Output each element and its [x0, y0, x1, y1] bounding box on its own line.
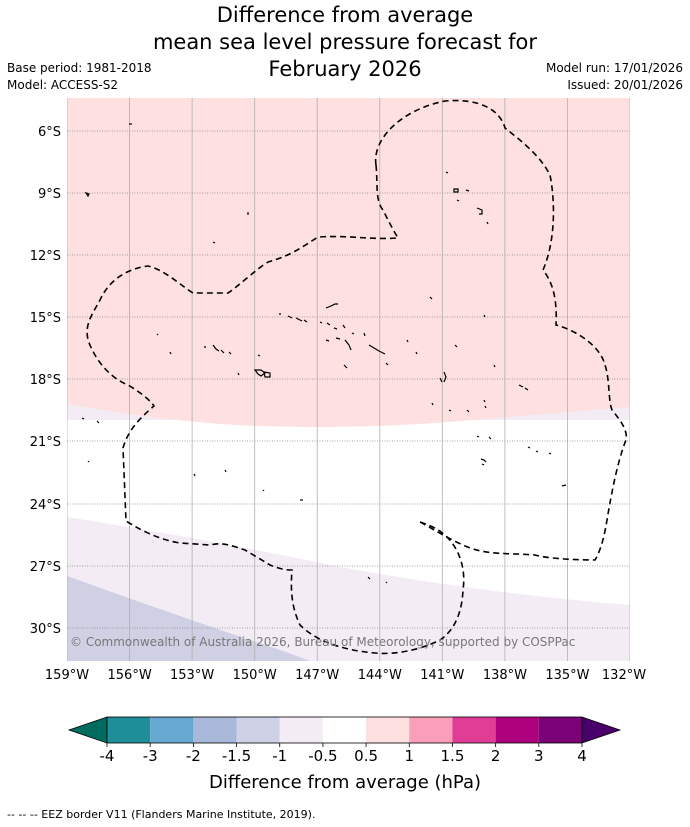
- colorbar-swatch: [452, 717, 496, 743]
- band-minus15-minus1: [67, 576, 310, 661]
- eez-footer-note: -- -- -- EEZ border V11 (Flanders Marine…: [7, 808, 316, 821]
- colorbar-tick-label: -2: [186, 747, 201, 765]
- copyright-notice: © Commonwealth of Australia 2026, Bureau…: [70, 635, 575, 649]
- islands: [81, 123, 567, 584]
- meta-left: Base period: 1981-2018 Model: ACCESS-S2: [7, 60, 152, 94]
- colorbar-swatch: [495, 717, 539, 743]
- colorbar-extend-high: [581, 716, 622, 744]
- colorbar-tick-label: -4: [100, 747, 115, 765]
- model-name: Model: ACCESS-S2: [7, 78, 119, 92]
- eez-borders: [86, 99, 628, 655]
- lon-label: 135°W: [545, 668, 589, 683]
- lat-label: 6°S: [38, 125, 61, 140]
- colorbar-swatch: [279, 717, 323, 743]
- issued-date: Issued: 20/01/2026: [567, 78, 683, 92]
- lon-label: 132°W: [602, 668, 646, 683]
- title-line-3: February 2026: [268, 57, 422, 81]
- model-run: Model run: 17/01/2026: [545, 61, 683, 75]
- longitude-labels: 159°W 156°W 153°W 150°W 147°W 144°W 141°…: [45, 668, 646, 683]
- lon-label: 147°W: [295, 668, 339, 683]
- lon-label: 159°W: [45, 668, 89, 683]
- colorbar-tick-label: 4: [577, 747, 587, 765]
- colorbar-tick-label: 3: [534, 747, 544, 765]
- title-line-1: Difference from average: [216, 3, 474, 27]
- lon-label: 144°W: [358, 668, 402, 683]
- band-05-1: [67, 98, 630, 427]
- meta-right: Model run: 17/01/2026 Issued: 20/01/2026: [546, 60, 683, 94]
- title-line-2: mean sea level pressure forecast for: [152, 30, 538, 54]
- lat-label: 18°S: [30, 373, 61, 388]
- colorbar-tick-label: 1: [404, 747, 414, 765]
- lon-label: 138°W: [483, 668, 527, 683]
- colorbar-swatch: [322, 717, 367, 743]
- colorbar-swatch: [107, 717, 151, 743]
- colorbar-swatch: [366, 717, 410, 743]
- base-period: Base period: 1981-2018: [7, 61, 152, 75]
- colorbar-tick-label: -1: [272, 747, 287, 765]
- lon-label: 156°W: [108, 668, 152, 683]
- colorbar-tick-label: 1.5: [441, 747, 465, 765]
- latitude-labels: 6°S 9°S 12°S 15°S 18°S 21°S 24°S 27°S 30…: [30, 125, 61, 637]
- colorbar-outline: [106, 716, 583, 744]
- lat-label: 27°S: [30, 560, 61, 575]
- lon-label: 153°W: [170, 668, 214, 683]
- lat-label: 30°S: [30, 622, 61, 637]
- colorbar-extend-low: [67, 716, 108, 744]
- colorbar: -4 -3 -2 -1.5 -1 -0.5 0.5 1 1.5 2 3 4: [67, 716, 622, 765]
- colorbar-tick-label: 2: [491, 747, 501, 765]
- colorbar-swatch: [193, 717, 237, 743]
- colorbar-swatch: [150, 717, 194, 743]
- lat-label: 21°S: [30, 435, 61, 450]
- colorbar-swatch: [409, 717, 453, 743]
- map-area: © Commonwealth of Australia 2026, Bureau…: [67, 98, 630, 661]
- lat-label: 15°S: [30, 311, 61, 326]
- lat-label: 12°S: [30, 249, 61, 264]
- band-minus05-05: [67, 420, 630, 605]
- lat-label: 24°S: [30, 498, 61, 513]
- lon-label: 150°W: [233, 668, 277, 683]
- colorbar-tick-label: -3: [143, 747, 158, 765]
- gridlines: [67, 98, 630, 661]
- lon-label: 141°W: [420, 668, 464, 683]
- colorbar-tick-label: -1.5: [222, 747, 251, 765]
- chart-title: Difference from average mean sea level p…: [0, 2, 690, 83]
- colorbar-tick-label: -0.5: [308, 747, 337, 765]
- colorbar-swatch: [538, 717, 582, 743]
- lat-label: 9°S: [38, 187, 61, 202]
- colorbar-tick-label: 0.5: [354, 747, 378, 765]
- colorbar-label: Difference from average (hPa): [209, 772, 481, 793]
- colorbar-swatch: [236, 717, 280, 743]
